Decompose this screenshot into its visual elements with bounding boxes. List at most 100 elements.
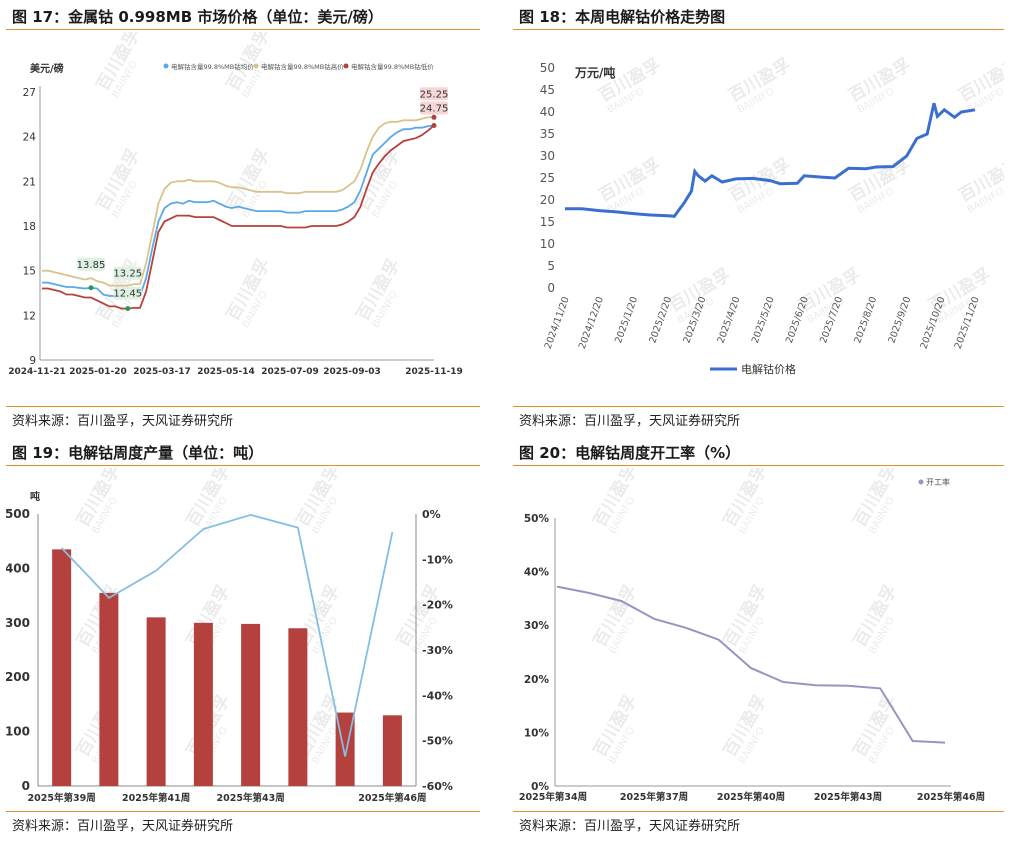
x-tick-label: 2025/1/20: [613, 295, 640, 345]
panel-fig19: 图 19：电解钴周度产量（单位：吨） 百川盈孚 BAIINFO 百川盈孚 BAIINF…: [6, 440, 480, 837]
y2-tick-label: -40%: [422, 689, 453, 702]
fig18-title: 图 18：本周电解钴价格走势图: [513, 4, 1004, 30]
panel-fig20: 图 20：电解钴周度开工率（%） 百川盈孚 BAIINFO 百川盈孚 BAIINFO 百…: [513, 440, 1004, 837]
x-tick-label: 2025年第40周: [717, 791, 785, 803]
y-tick-label: 300: [6, 616, 30, 630]
x-tick-label: 2024/11/20: [543, 295, 572, 350]
x-tick-label: 2025年第41周: [122, 792, 190, 804]
y2-tick-label: -20%: [422, 599, 453, 612]
y-tick-label: 10: [540, 237, 555, 251]
x-tick-label: 2025-11-19: [405, 367, 463, 377]
y-tick-label: 25: [540, 171, 555, 185]
legend-label: 电解钴含量99.8%MB钴高价: [261, 62, 344, 71]
y-tick-label: 45: [540, 83, 555, 97]
y-tick-label: 12: [23, 310, 36, 322]
x-tick-label: 2025/2/20: [647, 295, 674, 345]
y-tick-label: 5: [547, 259, 555, 273]
x-tick-label: 2024/12/20: [577, 295, 606, 350]
annotation-box: [113, 286, 142, 300]
bar: [52, 549, 72, 786]
y2-tick-label: -50%: [422, 735, 453, 748]
x-tick-label: 2025年第37周: [620, 791, 688, 803]
y-tick-label: 0%: [531, 781, 549, 793]
y-unit-label: 吨: [30, 490, 40, 503]
x-tick-label: 2024-11-21: [8, 367, 66, 377]
annotation-label: 25.25: [420, 89, 449, 100]
y-tick-label: 35: [540, 127, 555, 141]
legend-marker: [253, 63, 259, 69]
y-tick-label: 50%: [524, 513, 550, 525]
y-tick-label: 15: [540, 215, 555, 229]
fig20-source: 资料来源：百川盈孚，天风证券研究所: [513, 811, 1004, 837]
x-tick-label: 2025年第43周: [814, 791, 882, 803]
y-tick-label: 50: [540, 61, 555, 75]
fig19-title: 图 19：电解钴周度产量（单位：吨）: [6, 440, 480, 466]
y-tick-label: 500: [6, 507, 30, 521]
annotation-label: 13.25: [113, 269, 142, 280]
panel-fig18: 图 18：本周电解钴价格走势图 百川盈孚 BAIINFO 百川盈孚 BAIINFO 百川…: [513, 4, 1004, 434]
y2-tick-label: -30%: [422, 644, 453, 657]
y2-tick-label: 0%: [422, 508, 441, 521]
x-tick-label: 2025-07-09: [261, 367, 319, 377]
series-line: [42, 116, 434, 287]
legend-marker: [163, 63, 169, 69]
annotation-label: 24.75: [420, 104, 449, 115]
bar: [382, 715, 402, 786]
x-tick-label: 2025年第46周: [917, 791, 985, 803]
y2-tick-label: -10%: [422, 553, 453, 566]
annotation-box: [77, 257, 105, 271]
x-tick-label: 2025-01-20: [69, 367, 127, 377]
y-tick-label: 9: [29, 355, 36, 367]
y-tick-label: 40%: [524, 567, 550, 579]
annotation-marker: [431, 114, 437, 120]
panel-fig17: 图 17：金属钴 0.998MB 市场价格（单位：美元/磅） 百川盈孚 BAIIN…: [6, 4, 480, 434]
series-line: [60, 513, 394, 757]
legend-label: 开工率: [926, 477, 950, 487]
x-tick-label: 2025年第46周: [358, 792, 426, 804]
annotation-marker: [88, 285, 94, 291]
bar: [193, 622, 213, 786]
y-tick-label: 100: [6, 725, 30, 739]
legend-label: 电解钴价格: [741, 362, 796, 376]
y-tick-label: 15: [23, 266, 36, 278]
annotation-box: [113, 266, 142, 280]
annotation-marker: [125, 306, 131, 312]
y-tick-label: 30%: [524, 620, 550, 632]
y-tick-label: 10%: [524, 727, 550, 739]
y-tick-label: 27: [23, 87, 36, 99]
y2-tick-label: -60%: [422, 780, 453, 793]
legend-marker: [343, 63, 349, 69]
x-tick-label: 2025-03-17: [133, 367, 191, 377]
y-unit-label: 美元/磅: [30, 62, 64, 75]
annotation-label: 13.85: [77, 260, 106, 271]
x-tick-label: 2025/8/20: [852, 295, 879, 345]
x-tick-label: 2025-05-14: [197, 367, 255, 377]
legend-label: 电解钴含量99.8%MB钴均价: [171, 62, 254, 71]
y-tick-label: 40: [540, 105, 555, 119]
y-tick-label: 200: [6, 670, 30, 684]
